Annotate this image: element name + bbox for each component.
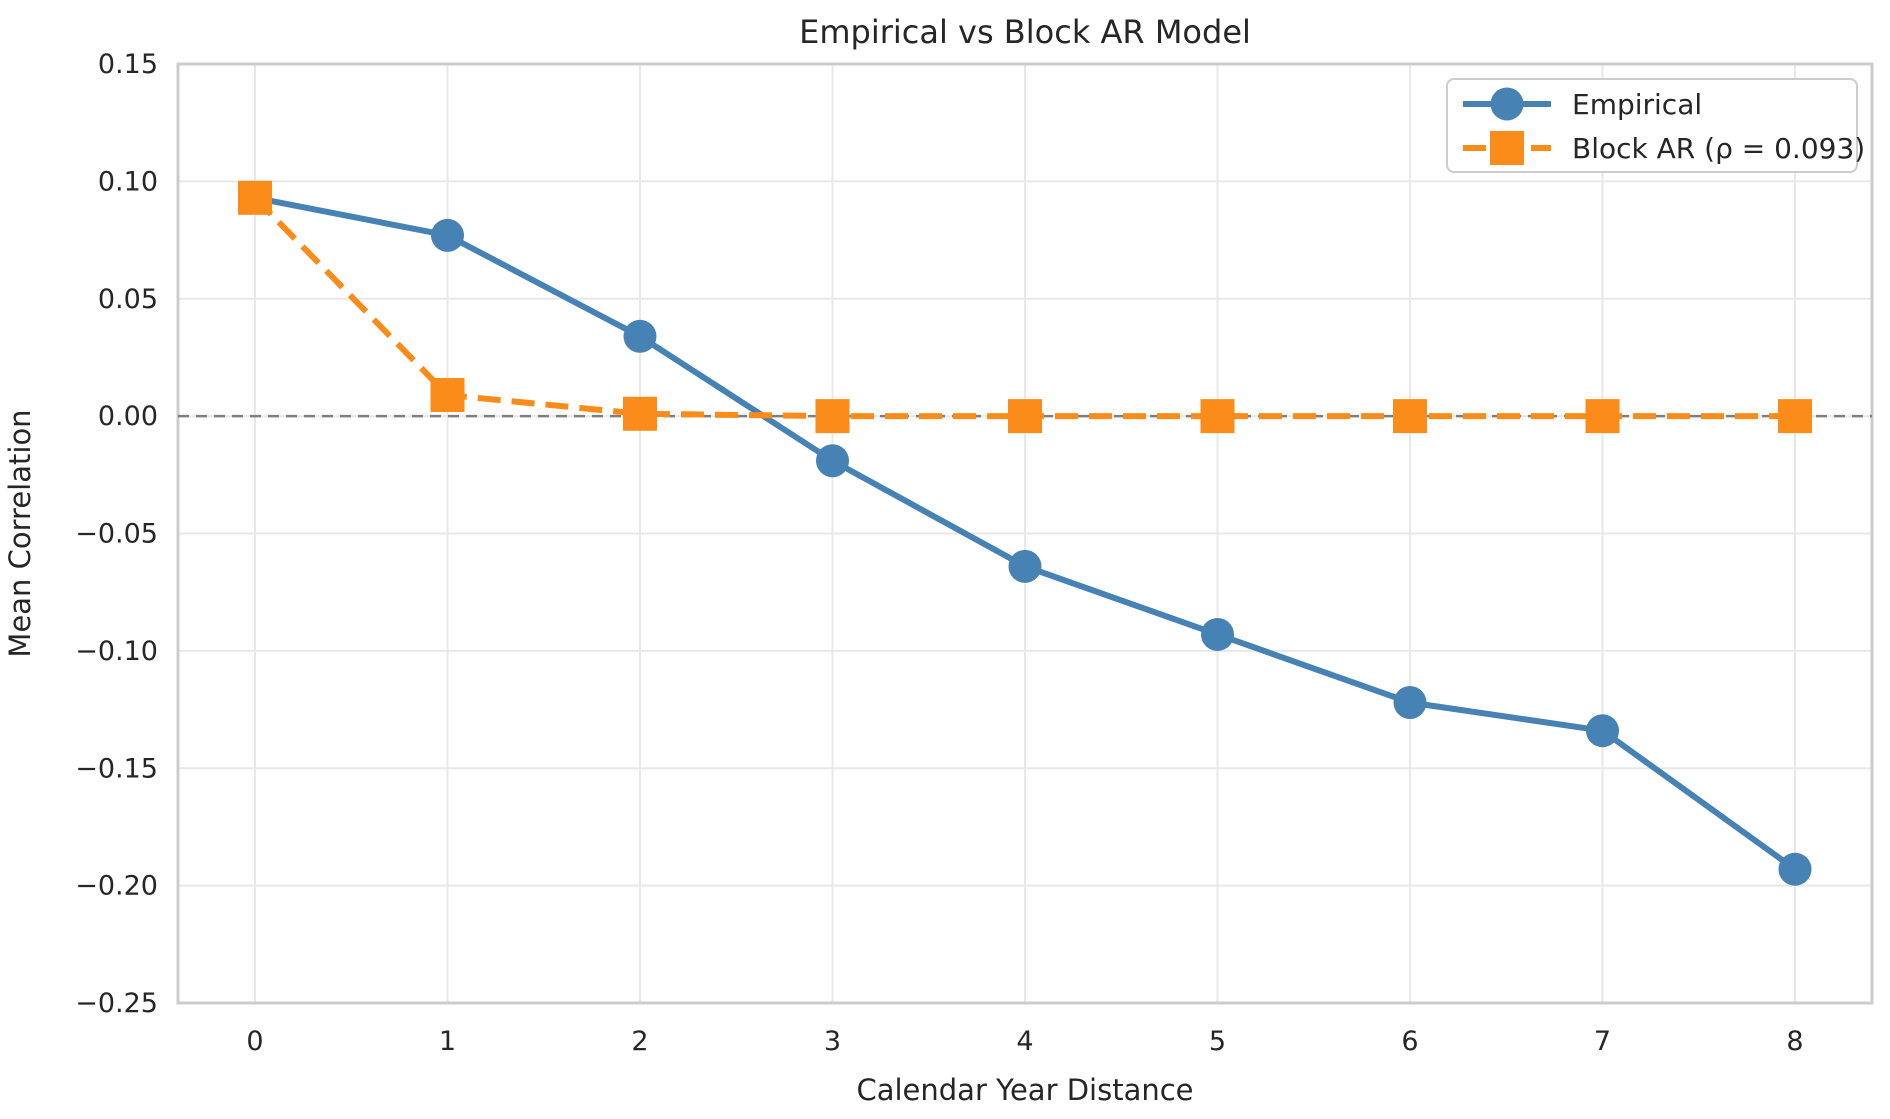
legend-square-marker-icon	[1490, 131, 1524, 165]
data-point-marker	[1008, 549, 1042, 583]
data-point-marker	[815, 399, 850, 434]
data-point-marker	[431, 218, 464, 252]
data-point-marker	[1585, 399, 1620, 434]
data-point-marker	[1778, 852, 1812, 886]
data-point-marker	[430, 377, 465, 412]
x-tick-label: 1	[439, 1026, 456, 1057]
y-axis-label: Mean Correlation	[3, 409, 37, 657]
x-tick-label: 3	[824, 1026, 841, 1057]
legend-circle-marker-icon	[1490, 87, 1524, 121]
y-tick-label: −0.15	[75, 753, 158, 784]
y-tick-label: 0.10	[98, 166, 158, 197]
data-point-marker	[1586, 714, 1619, 748]
y-tick-label: −0.20	[75, 871, 158, 902]
chart-title: Empirical vs Block AR Model	[799, 13, 1251, 51]
y-tick-label: 0.15	[98, 49, 158, 80]
legend-entry-label: Block AR (ρ = 0.093)	[1572, 132, 1865, 165]
data-point-marker	[623, 396, 657, 431]
x-tick-label: 7	[1594, 1026, 1611, 1057]
plot-spines	[176, 62, 1874, 1005]
x-axis-label: Calendar Year Distance	[856, 1073, 1193, 1107]
data-point-marker	[816, 444, 849, 478]
y-tick-label: 0.00	[98, 401, 158, 432]
y-tick-label: 0.05	[98, 284, 158, 315]
data-point-marker	[1200, 399, 1235, 434]
y-tick-label: −0.10	[75, 636, 158, 667]
data-point-marker	[1201, 617, 1234, 651]
y-tick-label: −0.25	[75, 988, 158, 1019]
legend-entry-label: Empirical	[1572, 88, 1702, 121]
x-tick-label: 8	[1786, 1026, 1803, 1057]
data-point-marker	[1778, 399, 1812, 434]
x-tick-label: 6	[1401, 1026, 1418, 1057]
y-tick-label: −0.05	[75, 519, 158, 550]
x-tick-label: 4	[1016, 1026, 1033, 1057]
data-point-marker	[1008, 399, 1042, 434]
data-point-marker	[623, 319, 657, 353]
data-point-marker	[1393, 399, 1427, 434]
x-tick-label: 2	[631, 1026, 648, 1057]
x-tick-label: 0	[246, 1026, 263, 1057]
x-tick-label: 5	[1209, 1026, 1226, 1057]
data-point-marker	[1393, 686, 1427, 720]
data-point-marker	[238, 180, 272, 215]
